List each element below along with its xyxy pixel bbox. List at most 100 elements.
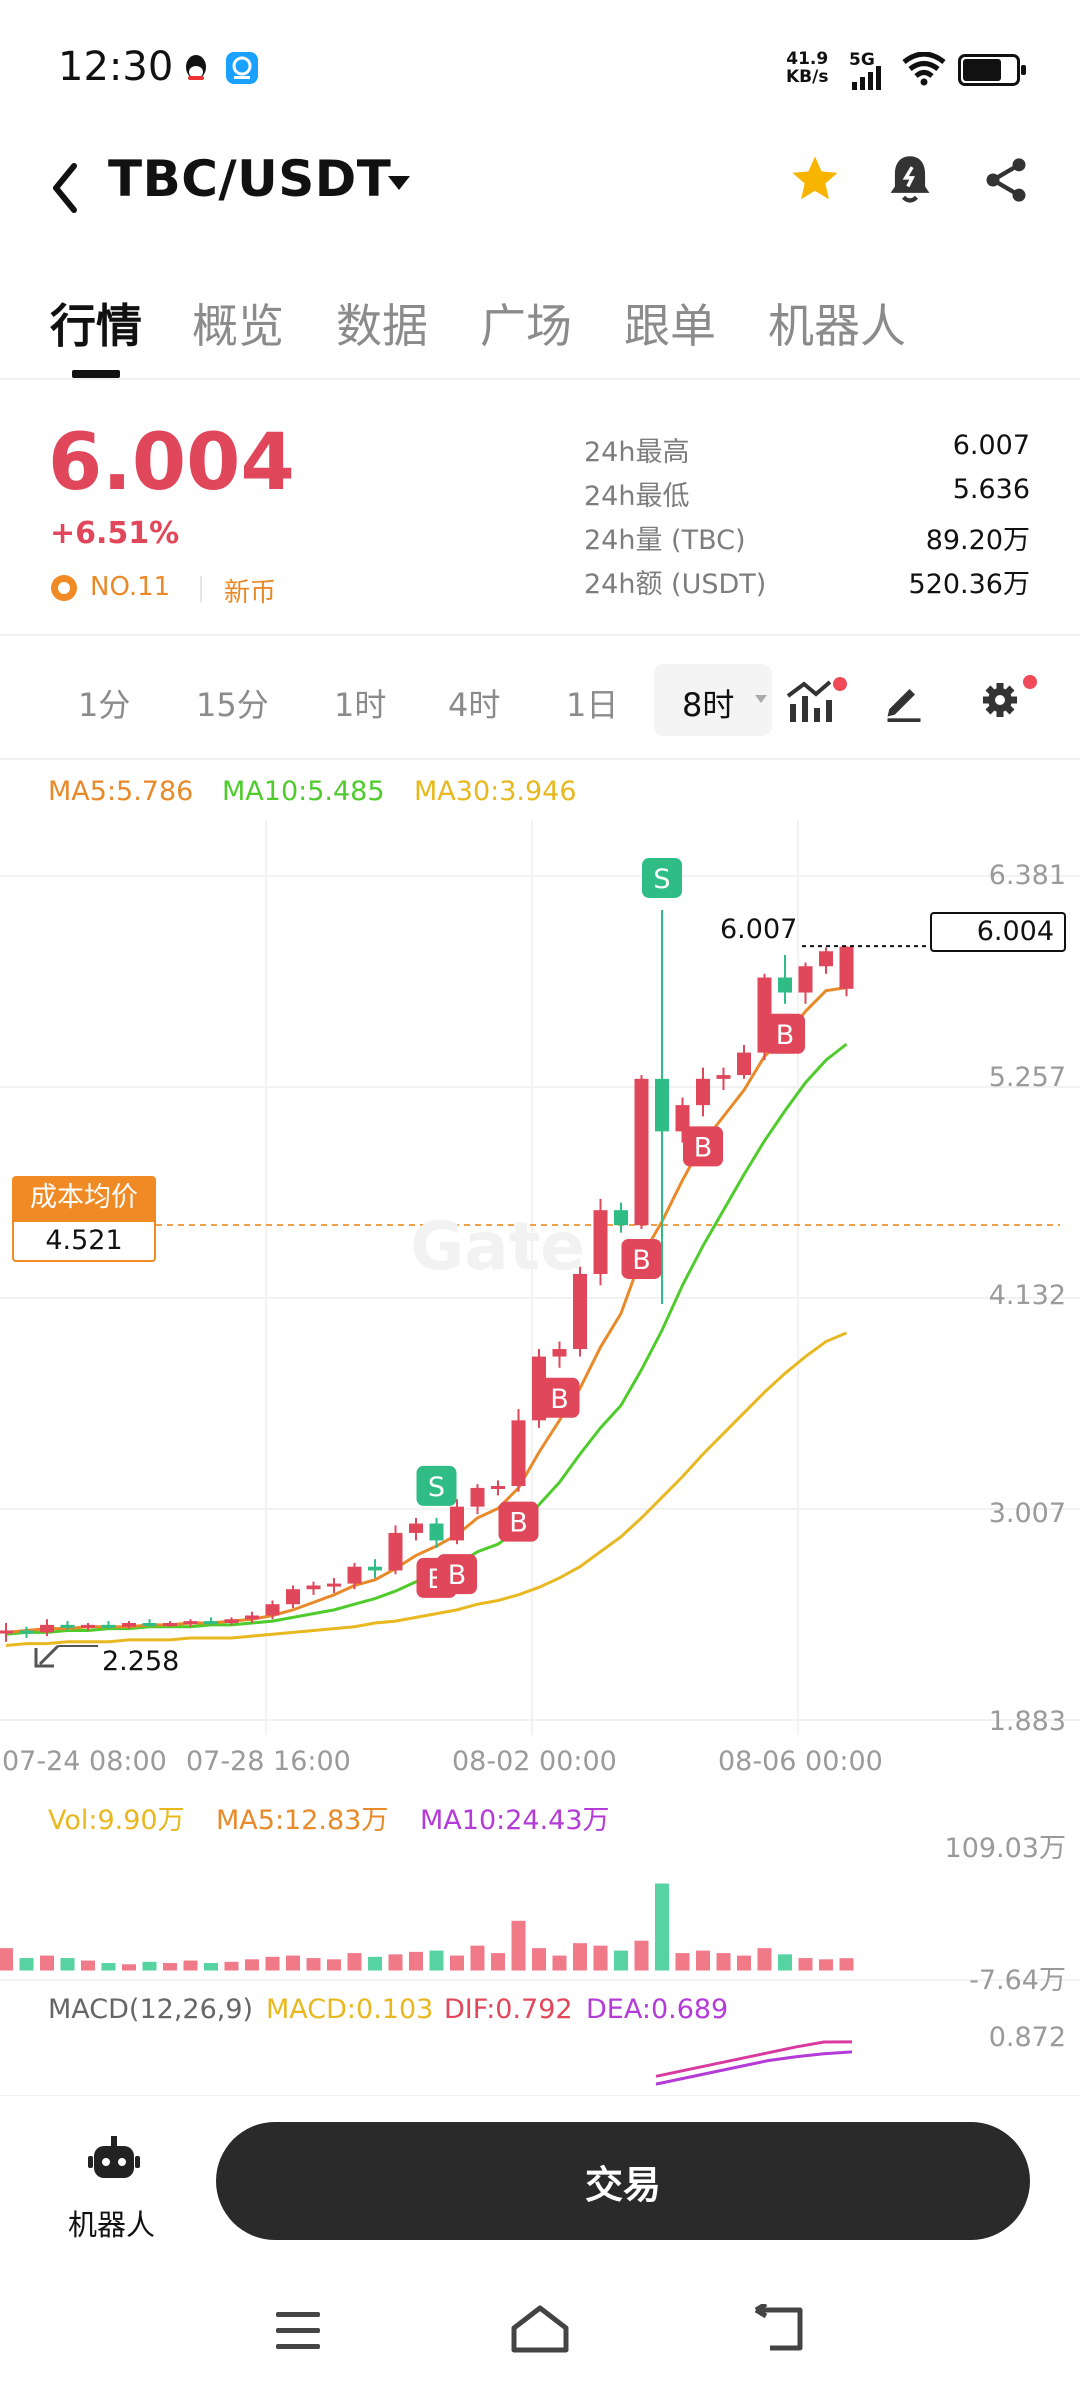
draw-tool-icon[interactable] <box>882 678 926 722</box>
volume-ma5-legend: MA5:12.83万 <box>216 1805 389 1836</box>
timeframe-dropdown-icon[interactable] <box>754 694 768 704</box>
volume-bar <box>409 1951 423 1971</box>
volume-bar <box>0 1948 13 1971</box>
tab-data[interactable]: 数据 <box>336 299 428 353</box>
tab-square[interactable]: 广场 <box>480 299 572 353</box>
volume-bar <box>122 1964 136 1971</box>
candle-body <box>798 966 813 993</box>
buy-marker-label: B <box>448 1560 467 1591</box>
header: TBC/USDT <box>0 140 1080 260</box>
timeframe-1m[interactable]: 1分 <box>78 686 131 724</box>
volume-bar <box>655 1883 669 1971</box>
pair-title[interactable]: TBC/USDT <box>108 150 392 208</box>
candle-body <box>0 1630 13 1634</box>
tab-bot[interactable]: 机器人 <box>768 299 906 353</box>
x-tick-label: 07-28 16:00 <box>186 1746 351 1777</box>
price-alert-bell-icon[interactable] <box>884 152 936 208</box>
volume-bar <box>552 1955 567 1971</box>
cost-average-value-text: 4.521 <box>45 1225 123 1256</box>
buy-marker <box>437 1554 477 1595</box>
active-tab-indicator <box>72 370 120 378</box>
volume-bar <box>183 1960 198 1971</box>
settings-gear-icon[interactable] <box>978 672 1038 726</box>
network-type: 5G <box>849 50 875 70</box>
trade-button-label: 交易 <box>584 2162 661 2207</box>
pair-dropdown-icon[interactable] <box>386 174 412 194</box>
favorite-star-icon[interactable] <box>788 152 842 206</box>
status-bar: 12:30 41.9 KB/s 5G <box>0 0 1080 140</box>
sell-marker <box>416 1465 457 1506</box>
candle-body <box>19 1630 34 1634</box>
candle-body <box>388 1532 403 1571</box>
timeframe-15m[interactable]: 15分 <box>196 686 269 724</box>
cost-average-label-text: 成本均价 <box>30 1182 138 1213</box>
timeframe-1d[interactable]: 1日 <box>566 686 619 724</box>
stat-volume-label: 24h量 (TBC) <box>584 525 746 556</box>
timeframe-8h-selector[interactable] <box>654 664 772 736</box>
back-icon[interactable] <box>752 2304 808 2354</box>
candle-body <box>265 1604 280 1616</box>
cost-average-label: 成本均价 <box>12 1176 156 1220</box>
trade-button[interactable]: 交易 <box>216 2122 1030 2240</box>
tab-copy-trading[interactable]: 跟单 <box>624 299 716 353</box>
macd-dif: DIF:0.792 <box>444 1994 573 2025</box>
x-tick-label: 08-06 00:00 <box>718 1746 883 1777</box>
stat-turnover-label: 24h额 (USDT) <box>584 569 767 600</box>
ma10-legend: MA10:5.485 <box>222 776 385 807</box>
volume-bar <box>573 1943 587 1971</box>
candle-body <box>819 951 833 967</box>
candle-body <box>778 977 792 993</box>
share-icon[interactable] <box>980 154 1032 206</box>
low-price-marker: 2.258 <box>102 1646 180 1677</box>
network-speed: 41.9 KB/s <box>786 50 828 86</box>
volume-bar <box>19 1958 34 1971</box>
timeframe-bar: 1分 15分 1时 4时 1日 8时 <box>0 640 1080 760</box>
candle-body <box>163 1622 177 1626</box>
volume-bar <box>737 1955 751 1971</box>
last-price-tag-value: 6.004 <box>976 916 1054 947</box>
timeframe-1h[interactable]: 1时 <box>334 686 387 724</box>
new-coin-tag: 新币 <box>224 578 277 608</box>
volume-y-top: 109.03万 <box>944 1833 1066 1864</box>
robot-icon[interactable] <box>86 2132 142 2188</box>
home-icon[interactable] <box>508 2302 572 2356</box>
timeframe-4h[interactable]: 4时 <box>448 686 501 724</box>
tab-market[interactable]: 行情 <box>50 299 142 353</box>
macd-y-top: 0.872 <box>988 2022 1066 2053</box>
divider <box>0 634 1080 636</box>
volume-bar <box>614 1950 628 1971</box>
timeframe-8h[interactable]: 8时 <box>682 686 735 724</box>
candle-body <box>450 1506 464 1541</box>
robot-button-label[interactable]: 机器人 <box>68 2208 156 2242</box>
indicator-icon[interactable] <box>786 674 852 726</box>
candle-body <box>245 1615 259 1620</box>
volume-bar <box>778 1954 792 1971</box>
candle-body <box>696 1078 710 1106</box>
volume-bar <box>204 1963 218 1971</box>
sell-marker-label: S <box>428 1472 445 1503</box>
buy-marker-label: B <box>776 1020 795 1051</box>
last-price-tag[interactable]: 6.004 <box>930 912 1066 952</box>
top-tabs: 行情 概览 数据 广场 跟单 机器人 <box>0 270 1080 380</box>
tab-overview[interactable]: 概览 <box>192 299 284 353</box>
volume-bar <box>286 1955 300 1971</box>
candle-body <box>573 1273 587 1350</box>
macd-dif-line <box>655 2040 853 2078</box>
candle-body <box>60 1624 75 1628</box>
ma30-line <box>5 1331 848 1648</box>
rank-icon <box>51 575 77 601</box>
buy-marker-label: B <box>694 1132 713 1163</box>
y-tick-label: 1.883 <box>988 1706 1066 1737</box>
volume-bar <box>265 1956 280 1971</box>
y-tick-label: 6.381 <box>988 860 1066 891</box>
macd-legend-title: MACD(12,26,9) <box>48 1994 254 2025</box>
stat-high-value: 6.007 <box>952 430 1030 461</box>
menu-icon[interactable] <box>272 2308 328 2354</box>
volume-bar <box>368 1956 382 1971</box>
back-arrow-icon[interactable] <box>46 158 86 218</box>
volume-bar <box>470 1945 485 1971</box>
rank-badge[interactable]: NO.11 <box>90 572 171 602</box>
volume-bar <box>634 1940 649 1971</box>
